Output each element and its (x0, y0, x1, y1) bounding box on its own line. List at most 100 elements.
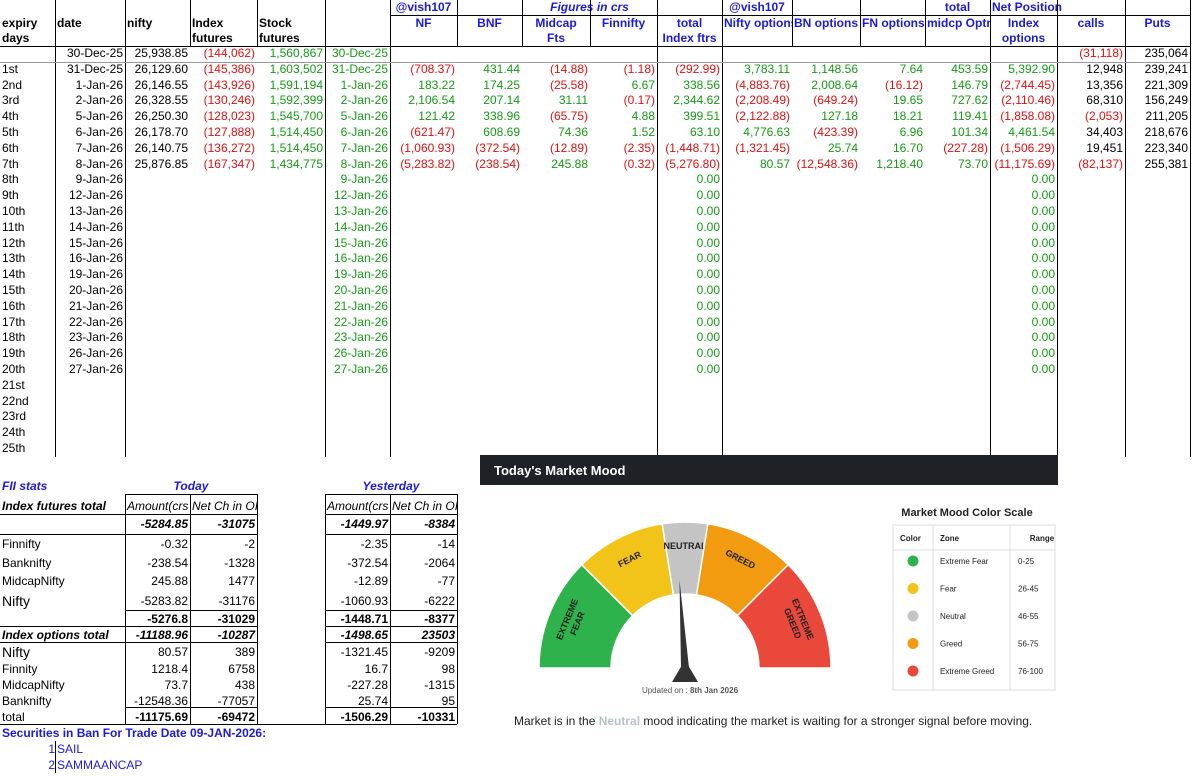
footer-mood: Neutral (599, 714, 640, 728)
mood-footer: Market is in the Neutral mood indicating… (514, 714, 1032, 728)
cell: 11th (2, 219, 25, 234)
cell: 0.00 (1031, 204, 1055, 218)
cell: 183.22 (418, 77, 455, 92)
cell: 30-Dec-25 (66, 46, 123, 60)
cell: 0.00 (1031, 251, 1055, 266)
cell: (2,053) (1084, 109, 1123, 124)
panel-header (480, 455, 1058, 485)
cell: Today (173, 479, 209, 493)
grid-line (390, 15, 1190, 16)
cell: FII stats (2, 479, 48, 493)
cell: -5276.8 (147, 612, 188, 626)
cell: (708.37) (410, 61, 455, 76)
grid-line (125, 610, 257, 611)
grid-line (325, 534, 457, 535)
cell: (2.35) (623, 140, 655, 155)
grid-line (325, 642, 457, 643)
cell: futures (259, 31, 300, 45)
cell: 98 (441, 662, 455, 676)
cell: nifty (127, 16, 153, 30)
cell: 2nd (2, 77, 23, 92)
cell: 30-Dec-25 (331, 46, 388, 60)
scale-header: Zone (940, 534, 960, 543)
cell: Index futures total (2, 499, 107, 513)
cell: 7.64 (899, 61, 923, 76)
cell: 63.10 (689, 125, 720, 139)
grid-line (0, 62, 1190, 63)
cell: 5,392.90 (1008, 61, 1055, 76)
cell: 20th (2, 362, 26, 376)
cell: Nifty options (724, 16, 792, 30)
cell: 23-Jan-26 (333, 330, 388, 345)
cell: 5-Jan-26 (340, 109, 388, 124)
cell: -1321.45 (340, 645, 388, 659)
grid-line (792, 0, 793, 46)
cell: 0.00 (1031, 235, 1055, 250)
cell: 34,403 (1086, 125, 1123, 139)
cell: (5,276.80) (665, 156, 720, 171)
cell: 2,344.62 (673, 93, 720, 108)
cell: 73.70 (957, 156, 988, 171)
grid-line (55, 741, 56, 773)
cell: -11175.69 (135, 710, 188, 724)
cell: -12548.36 (133, 694, 188, 708)
grid-line (990, 0, 991, 457)
gauge-label: NEUTRAL (664, 541, 707, 551)
grid-line (1125, 0, 1126, 457)
cell: 15-Jan-26 (333, 235, 388, 250)
cell: 13,356 (1086, 77, 1123, 92)
cell: 12-Jan-26 (333, 188, 388, 203)
cell: 2-Jan-26 (75, 93, 123, 108)
cell: -31029 (217, 612, 255, 626)
cell: 20-Jan-26 (333, 283, 388, 297)
cell: date (57, 16, 82, 30)
cell: (143,926) (203, 77, 255, 92)
cell: MidcapNifty (2, 574, 65, 588)
cell: 9-Jan-26 (75, 172, 123, 187)
cell: 26,140.75 (134, 140, 188, 155)
cell: BNF (477, 16, 502, 30)
cell: 20-Jan-26 (68, 283, 123, 297)
cell: 17th (2, 314, 26, 329)
cell: 2-Jan-26 (340, 93, 388, 108)
cell: 4,776.63 (743, 125, 790, 139)
cell: -227.28 (347, 678, 388, 692)
scale-zone: Neutral (940, 612, 966, 621)
grid-line (325, 610, 457, 611)
cell: 25,876.85 (134, 156, 188, 171)
scale-range: 46-55 (1018, 612, 1039, 621)
cell: 174.25 (483, 77, 520, 92)
cell: (11,175.69) (994, 156, 1056, 171)
cell: -31075 (217, 517, 255, 531)
grid-line (457, 0, 458, 46)
cell: 0.00 (696, 330, 720, 345)
cell: 1 (48, 742, 55, 756)
grid-line (722, 0, 723, 457)
grid-line (125, 494, 126, 724)
cell: Banknifty (2, 694, 52, 708)
cell: 399.51 (683, 109, 720, 124)
cell: (372.54) (475, 140, 520, 155)
cell: 5th (2, 125, 19, 139)
cell: 27-Jan-26 (68, 362, 123, 376)
cell: 0.00 (1031, 314, 1055, 329)
cell: 22-Jan-26 (333, 314, 388, 329)
grid-line (390, 0, 391, 457)
cell: 22nd (2, 393, 29, 408)
grid-line (125, 494, 257, 495)
cell: 23503 (421, 628, 455, 642)
cell: 0.00 (1031, 362, 1055, 376)
cell: 5-Jan-26 (75, 109, 123, 124)
cell: (145,386) (203, 61, 255, 76)
cell: 218,676 (1144, 125, 1188, 139)
cell: (1.18) (623, 61, 655, 76)
grid-line (325, 514, 457, 515)
grid-line (590, 0, 591, 46)
cell: 80.57 (759, 156, 790, 171)
cell: 0.00 (696, 204, 720, 218)
grid-line (0, 46, 1190, 47)
cell: Net Ch in OI (192, 499, 257, 513)
cell: 245.88 (551, 156, 588, 171)
cell: (12.89) (549, 140, 588, 155)
cell: (1,060.93) (400, 140, 455, 155)
